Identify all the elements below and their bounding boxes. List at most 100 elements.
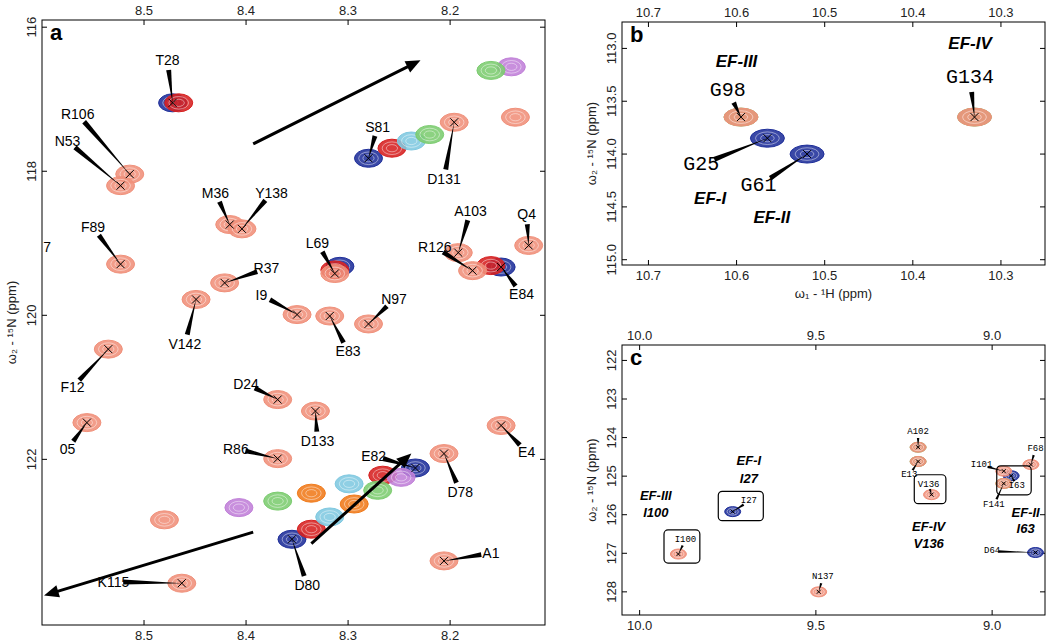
peak-cross (454, 249, 462, 257)
x-tick (348, 20, 349, 25)
contour (302, 523, 322, 536)
trajectory-arrow (311, 454, 411, 544)
x-tick (144, 20, 145, 25)
contour (354, 149, 382, 167)
x-tick-label: 10.3 (988, 5, 1013, 20)
y-tick (1040, 399, 1045, 400)
y-tick (622, 553, 627, 554)
peak-cross (817, 590, 821, 594)
peak (724, 108, 758, 126)
panel-letter: b (630, 22, 643, 47)
peak (440, 113, 468, 131)
pointer-wedge (382, 456, 415, 468)
x-tick-label: 8.4 (237, 3, 255, 18)
contour (159, 516, 170, 523)
pointer (969, 92, 978, 121)
x-tick-label: 9.5 (807, 618, 825, 633)
y-tick-label: 128 (604, 581, 619, 603)
contour (363, 320, 374, 327)
peak-cross (364, 320, 372, 328)
peak (264, 492, 292, 510)
peak-label: F141 (983, 500, 1005, 510)
peak (923, 490, 939, 500)
contour (115, 261, 126, 268)
pointer (123, 579, 186, 587)
pointer (77, 345, 112, 382)
pointer-wedge (245, 448, 278, 458)
contour (190, 296, 201, 303)
x-tick-label: 8.3 (339, 628, 357, 643)
contour (675, 552, 681, 556)
peak (165, 94, 193, 112)
peak-cross (411, 464, 419, 472)
pointer (713, 134, 771, 162)
peak-cross (192, 295, 200, 303)
peak-cross (1033, 551, 1037, 555)
contour (496, 422, 507, 429)
x-tick-label: 10.4 (900, 5, 925, 20)
pointer-wedge (731, 101, 741, 117)
x-tick (450, 20, 451, 25)
peak-cross (274, 396, 282, 404)
y-tick (622, 591, 627, 592)
peak-label: R86 (223, 441, 249, 457)
x-tick (912, 260, 913, 265)
peak-label: I63 (1009, 481, 1025, 491)
contour (734, 113, 748, 120)
peak-label: G25 (683, 153, 719, 176)
contour (219, 279, 230, 286)
contour (410, 464, 421, 471)
peak-label: R126 (418, 239, 452, 255)
peak (297, 484, 325, 502)
peak (107, 177, 135, 195)
peak (958, 108, 992, 126)
contour (915, 459, 921, 463)
highlight-box (718, 491, 763, 520)
contour (107, 177, 135, 195)
contour (481, 64, 501, 77)
contour (165, 94, 193, 112)
x-tick (246, 620, 247, 625)
peak-label: M36 (202, 185, 229, 201)
arrow-shaft (52, 532, 254, 593)
peak-cross (311, 407, 319, 415)
x-tick-label: 8.4 (237, 628, 255, 643)
region-label: EF-III (716, 52, 759, 71)
peak-label: R37 (254, 260, 280, 276)
contour (438, 450, 449, 457)
pointer (238, 199, 267, 233)
pointer (166, 70, 176, 107)
y-tick-label: 123 (604, 388, 619, 410)
contour (406, 137, 417, 144)
peak-cross (525, 241, 533, 249)
peak-label: D133 (301, 433, 335, 449)
pointer-wedge (242, 199, 267, 229)
x-tick (912, 22, 913, 27)
region-label: I27 (740, 471, 759, 486)
peak-cross (1029, 463, 1033, 467)
peak-cross (916, 459, 920, 463)
peak-label: E83 (336, 343, 361, 359)
panel-b: 10.710.710.610.610.510.510.410.410.310.3… (584, 5, 1045, 301)
x-tick (648, 22, 649, 27)
peak-label: V136 (918, 480, 940, 490)
peak-cross (288, 535, 296, 543)
x-tick (450, 620, 451, 625)
peak-label: I9 (256, 287, 268, 303)
peak-label: I100 (675, 535, 697, 545)
pointer-wedge (292, 539, 307, 577)
pointer-wedge (444, 454, 459, 484)
pointer-wedge (995, 483, 1003, 499)
y-tick (1040, 259, 1045, 260)
x-tick-label: 10.6 (724, 268, 749, 283)
pointer (269, 298, 301, 319)
peak-label: I27 (741, 496, 757, 506)
peak-cross (916, 445, 920, 449)
contour (477, 61, 505, 79)
x-tick (992, 345, 993, 350)
pointer (364, 135, 377, 162)
contour (344, 480, 355, 487)
contour (306, 526, 317, 533)
peak-cross (238, 225, 246, 233)
contour (264, 450, 292, 468)
